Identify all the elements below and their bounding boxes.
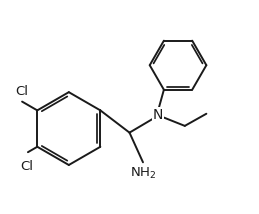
Text: NH$_2$: NH$_2$: [130, 166, 156, 181]
Text: Cl: Cl: [20, 160, 33, 173]
Text: N: N: [153, 108, 163, 122]
Text: Cl: Cl: [16, 85, 28, 98]
